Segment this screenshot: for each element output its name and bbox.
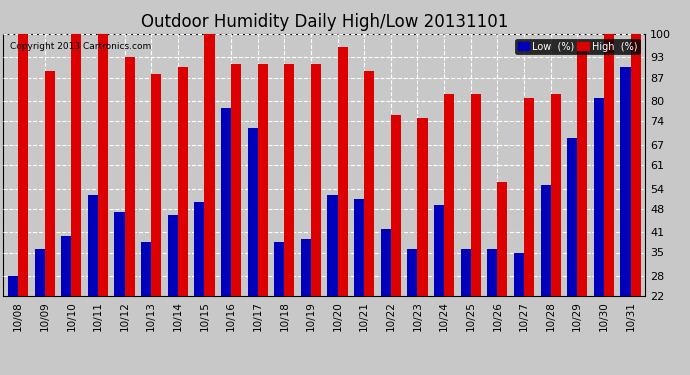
Bar — [301, 239, 311, 296]
Bar — [497, 182, 507, 296]
Bar — [391, 114, 401, 296]
Text: Copyright 2013 Cartronics.com: Copyright 2013 Cartronics.com — [10, 42, 151, 51]
Bar — [231, 64, 241, 296]
Bar — [195, 202, 204, 296]
Bar — [248, 128, 258, 296]
Bar — [115, 212, 125, 296]
Bar — [604, 34, 614, 296]
Bar — [540, 185, 551, 296]
Bar — [141, 242, 151, 296]
Bar — [631, 34, 640, 296]
Bar — [354, 199, 364, 296]
Bar — [71, 34, 81, 296]
Bar — [567, 138, 578, 296]
Bar — [151, 74, 161, 296]
Bar — [514, 252, 524, 296]
Bar — [434, 206, 444, 296]
Bar — [45, 71, 55, 296]
Bar — [328, 195, 337, 296]
Bar — [381, 229, 391, 296]
Bar — [524, 98, 534, 296]
Bar — [417, 118, 428, 296]
Legend: Low  (%), High  (%): Low (%), High (%) — [515, 39, 640, 54]
Bar — [444, 94, 454, 296]
Bar — [461, 249, 471, 296]
Bar — [364, 71, 375, 296]
Bar — [204, 34, 215, 296]
Bar — [407, 249, 417, 296]
Bar — [578, 51, 587, 296]
Bar — [337, 47, 348, 296]
Bar — [34, 249, 45, 296]
Bar — [125, 57, 135, 296]
Title: Outdoor Humidity Daily High/Low 20131101: Outdoor Humidity Daily High/Low 20131101 — [141, 13, 508, 31]
Bar — [487, 249, 497, 296]
Bar — [178, 68, 188, 296]
Bar — [61, 236, 71, 296]
Bar — [18, 34, 28, 296]
Bar — [284, 64, 295, 296]
Bar — [311, 64, 321, 296]
Bar — [274, 242, 284, 296]
Bar — [88, 195, 98, 296]
Bar — [471, 94, 481, 296]
Bar — [8, 276, 18, 296]
Bar — [551, 94, 561, 296]
Bar — [221, 108, 231, 296]
Bar — [258, 64, 268, 296]
Bar — [594, 98, 604, 296]
Bar — [98, 34, 108, 296]
Bar — [620, 68, 631, 296]
Bar — [168, 216, 178, 296]
